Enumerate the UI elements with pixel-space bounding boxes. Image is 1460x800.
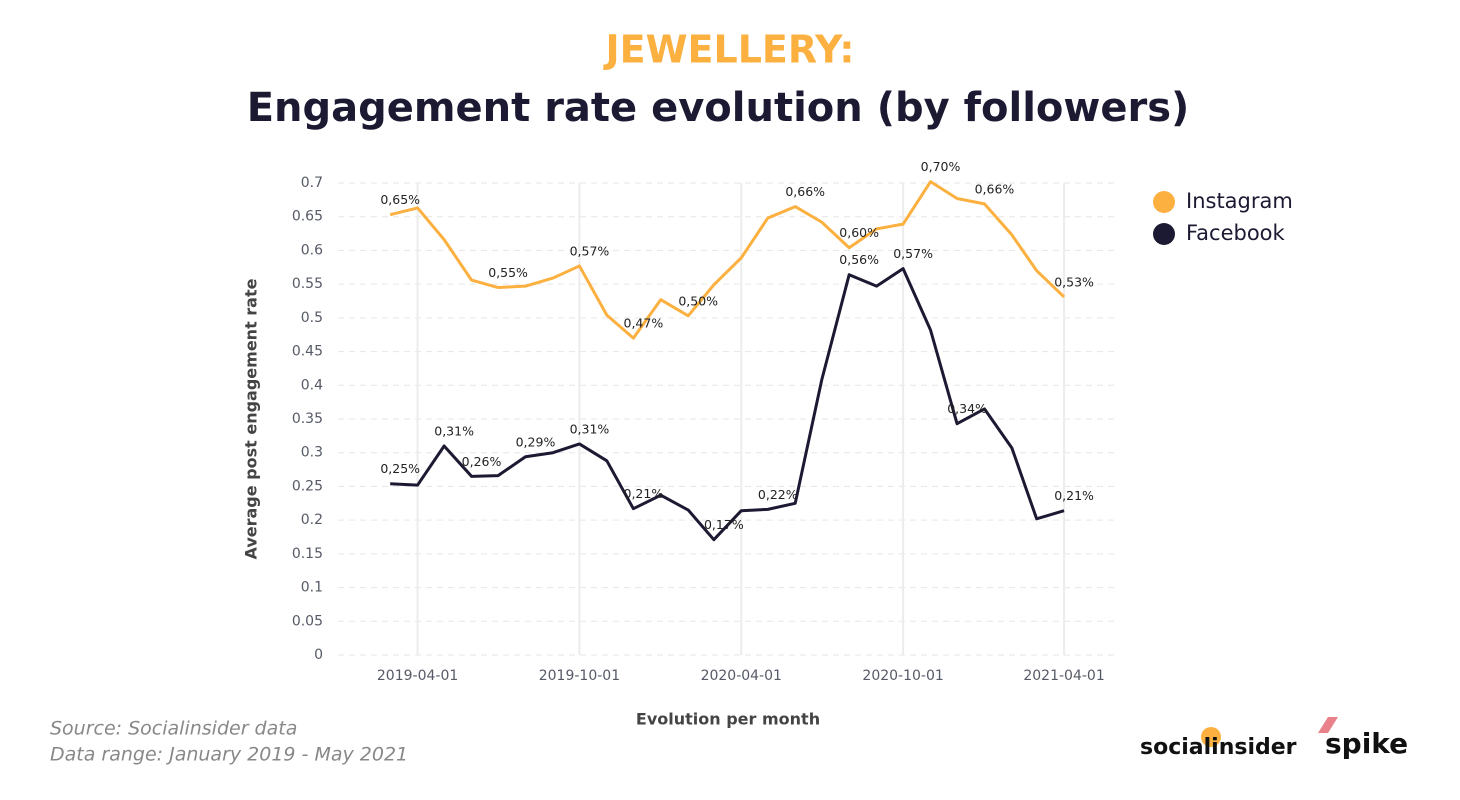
value-label: 0,66% [785, 184, 825, 199]
value-label: 0,53% [1054, 274, 1094, 289]
legend-marker [1153, 223, 1175, 245]
y-tick-label: 0.45 [292, 344, 323, 360]
y-tick-label: 0.4 [301, 377, 323, 393]
value-label: 0,47% [624, 316, 664, 331]
logo-mark [1318, 717, 1338, 733]
value-label: 0,21% [624, 486, 664, 501]
y-tick-label: 0.35 [292, 411, 323, 427]
value-label: 0,50% [678, 293, 718, 308]
legend-label: Instagram [1186, 189, 1293, 213]
logo-socialinsider: socialinsider [1140, 735, 1297, 760]
y-tick-label: 0.25 [292, 478, 323, 494]
y-tick-label: 0.65 [292, 209, 323, 225]
x-tick-label: 2019-10-01 [539, 668, 620, 684]
y-tick-label: 0.1 [301, 580, 323, 596]
value-label: 0,66% [975, 181, 1015, 196]
y-tick-label: 0.15 [292, 546, 323, 562]
data-range-note: Data range: January 2019 - May 2021 [50, 744, 408, 766]
x-tick-label: 2019-04-01 [377, 668, 458, 684]
y-tick-label: 0 [314, 647, 323, 663]
value-label: 0,55% [488, 265, 528, 280]
value-label: 0,34% [947, 401, 987, 416]
value-label: 0,60% [839, 225, 879, 240]
value-label: 0,56% [839, 252, 879, 267]
value-label: 0,57% [893, 246, 933, 261]
value-label: 0,31% [434, 423, 474, 438]
y-tick-label: 0.2 [301, 512, 323, 528]
value-label: 0,26% [462, 454, 502, 469]
value-label: 0,70% [921, 159, 961, 174]
chart-title: JEWELLERY: [603, 28, 855, 72]
series-line [390, 267, 1065, 542]
legend-label: Facebook [1186, 221, 1286, 245]
chart-subtitle: Engagement rate evolution (by followers) [247, 85, 1190, 131]
source-note: Source: Socialinsider data [50, 718, 297, 740]
value-label: 0,25% [380, 461, 420, 476]
y-tick-label: 0.7 [301, 175, 323, 191]
x-tick-label: 2021-04-01 [1023, 668, 1104, 684]
value-label: 0,57% [570, 243, 610, 258]
logo-dot [1201, 727, 1221, 747]
x-tick-label: 2020-04-01 [701, 668, 782, 684]
y-tick-label: 0.3 [301, 445, 323, 461]
value-label: 0,21% [1054, 488, 1094, 503]
legend-marker [1153, 191, 1175, 213]
x-axis-label: Evolution per month [636, 710, 820, 729]
x-tick-label: 2020-10-01 [862, 668, 943, 684]
y-axis-label: Average post engagement rate [242, 278, 261, 559]
value-label: 0,29% [516, 434, 556, 449]
value-label: 0,65% [380, 192, 420, 207]
series-line [389, 180, 1066, 340]
value-label: 0,31% [570, 421, 610, 436]
value-label: 0,22% [758, 487, 798, 502]
value-label: 0,17% [704, 517, 744, 532]
y-tick-label: 0.6 [301, 242, 323, 258]
y-tick-label: 0.05 [292, 613, 323, 629]
y-tick-label: 0.5 [301, 310, 323, 326]
logo-spike: spike [1325, 727, 1408, 760]
y-tick-label: 0.55 [292, 276, 323, 292]
